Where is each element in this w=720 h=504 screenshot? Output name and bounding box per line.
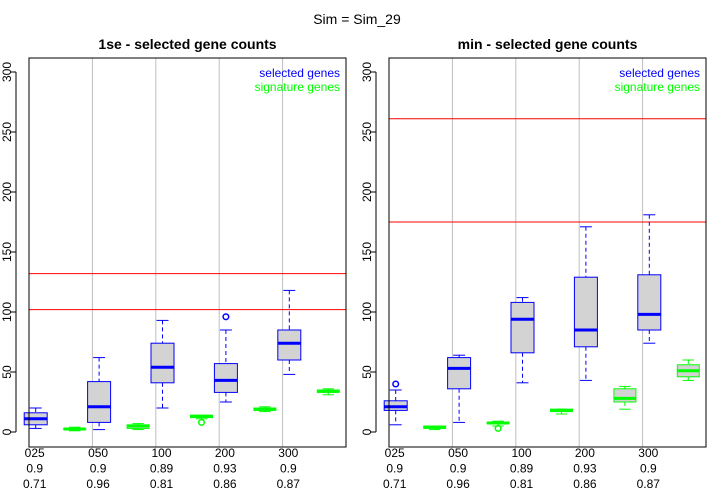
chart-panel-1se: 0501001502002503000250.90.710500.90.9610… <box>0 36 347 491</box>
outlier-point <box>222 313 230 321</box>
box-iqr <box>87 381 112 423</box>
y-tick-label: 50 <box>360 365 374 379</box>
plot-frame <box>28 57 347 448</box>
figure-title: Sim = Sim_29 <box>313 11 401 27</box>
box-iqr <box>447 357 472 390</box>
x-tick-label: 0.89 <box>150 462 174 476</box>
x-tick-label: 0.71 <box>23 477 47 491</box>
signature-genes-boxplot <box>63 426 87 432</box>
x-tick-label: 0.9 <box>280 462 297 476</box>
signature-genes-boxplot <box>253 406 277 413</box>
x-tick-label: 0.89 <box>510 462 534 476</box>
signature-genes-boxplot <box>676 359 700 381</box>
y-tick-label: 300 <box>0 62 14 82</box>
x-tick-label: 0.96 <box>86 477 110 491</box>
x-tick-label: 050 <box>448 446 468 460</box>
y-tick-label: 300 <box>360 62 374 82</box>
chart-title: 1se - selected gene counts <box>98 36 276 52</box>
selected-genes-boxplot <box>213 313 238 403</box>
x-tick-label: 0.96 <box>446 477 470 491</box>
y-tick-label: 0 <box>0 428 14 435</box>
selected-genes-boxplot <box>637 214 662 344</box>
legend-entry-selected: selected genes <box>259 66 340 80</box>
signature-genes-boxplot <box>316 388 340 396</box>
x-tick-label: 300 <box>278 446 298 460</box>
x-tick-label: 0.86 <box>573 477 597 491</box>
x-tick-label: 025 <box>25 446 45 460</box>
y-tick-label: 150 <box>0 242 14 262</box>
x-tick-label: 0.81 <box>510 477 534 491</box>
x-tick-label: 0.9 <box>450 462 467 476</box>
selected-genes-boxplot <box>23 407 48 429</box>
selected-genes-boxplot <box>383 380 408 426</box>
x-tick-label: 200 <box>215 446 235 460</box>
x-tick-label: 100 <box>151 446 171 460</box>
x-tick-label: 0.81 <box>150 477 174 491</box>
selected-genes-boxplot <box>277 289 302 375</box>
y-tick-label: 200 <box>360 182 374 202</box>
x-tick-label: 200 <box>575 446 595 460</box>
x-tick-label: 100 <box>511 446 531 460</box>
legend-entry-signature: signature genes <box>615 80 700 94</box>
plot-frame <box>388 57 707 448</box>
x-tick-label: 0.9 <box>640 462 657 476</box>
x-tick-label: 0.71 <box>383 477 407 491</box>
signature-genes-boxplot <box>126 423 150 431</box>
outlier-point <box>197 418 206 426</box>
x-tick-label: 0.9 <box>90 462 107 476</box>
box-iqr <box>637 274 662 331</box>
signature-genes-boxplot <box>613 385 637 410</box>
x-tick-label: 0.9 <box>386 462 403 476</box>
selected-genes-boxplot <box>87 357 112 431</box>
signature-genes-boxplot <box>190 414 213 426</box>
selected-genes-boxplot <box>150 319 175 409</box>
x-tick-label: 0.86 <box>213 477 237 491</box>
selected-genes-boxplot <box>573 226 598 381</box>
box-iqr <box>277 329 302 361</box>
legend-entry-selected: selected genes <box>619 66 700 80</box>
y-tick-label: 150 <box>360 242 374 262</box>
selected-genes-boxplot <box>510 297 535 384</box>
signature-genes-boxplot <box>423 425 447 431</box>
box-iqr <box>613 388 637 403</box>
x-tick-label: 0.87 <box>637 477 661 491</box>
x-tick-label: 0.93 <box>213 462 237 476</box>
y-tick-label: 250 <box>360 122 374 142</box>
x-tick-label: 0.9 <box>26 462 43 476</box>
x-tick-label: 300 <box>638 446 658 460</box>
signature-genes-boxplot <box>486 420 510 432</box>
outlier-point <box>392 380 400 388</box>
y-tick-label: 200 <box>0 182 14 202</box>
box-iqr <box>213 363 238 393</box>
signature-genes-boxplot <box>550 408 573 415</box>
x-tick-label: 025 <box>385 446 405 460</box>
selected-genes-boxplot <box>447 354 472 423</box>
chart-panel-min: 0501001502002503000250.90.710500.90.9610… <box>360 36 707 491</box>
y-tick-label: 100 <box>0 302 14 322</box>
y-tick-label: 100 <box>360 302 374 322</box>
y-tick-label: 0 <box>360 428 374 435</box>
y-tick-label: 250 <box>0 122 14 142</box>
y-tick-label: 50 <box>0 365 14 379</box>
outlier-point <box>494 424 502 432</box>
box-iqr <box>150 342 175 384</box>
box-iqr <box>573 276 598 348</box>
x-tick-label: 050 <box>88 446 108 460</box>
x-tick-label: 0.87 <box>277 477 301 491</box>
x-tick-label: 0.93 <box>573 462 597 476</box>
chart-title: min - selected gene counts <box>458 36 638 52</box>
legend-entry-signature: signature genes <box>255 80 340 94</box>
box-iqr <box>510 301 535 354</box>
